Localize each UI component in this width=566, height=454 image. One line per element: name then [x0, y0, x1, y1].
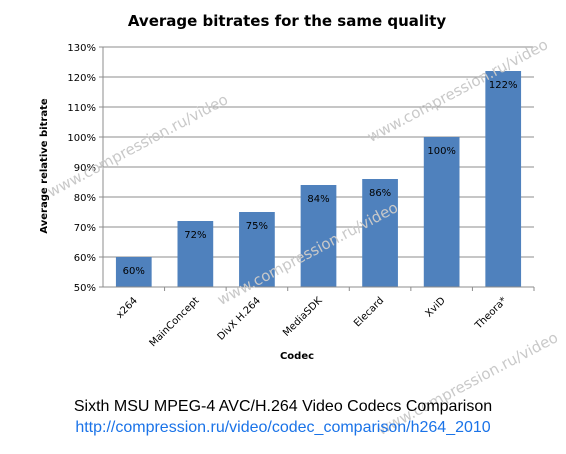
y-tick-label: 50%	[74, 283, 96, 294]
bar-xvid	[423, 137, 460, 287]
data-labels: 60% 72% 75% 84% 86% 100% 122%	[123, 80, 518, 277]
y-tick-labels: 50% 60% 70% 80% 90% 100% 110% 120% 130%	[67, 43, 96, 294]
data-label: 86%	[369, 188, 391, 199]
x-tick-label: Theora*	[473, 295, 510, 332]
x-tick-label: MainConcept	[148, 295, 202, 349]
y-tick-label: 100%	[67, 133, 96, 144]
y-tick-label: 90%	[74, 163, 96, 174]
caption-link[interactable]: http://compression.ru/video/codec_compar…	[75, 419, 491, 436]
bars	[115, 71, 522, 287]
x-axis-title: Codec	[280, 351, 314, 362]
x-tick-label: XviD	[424, 295, 448, 319]
x-tick-label: Elecard	[352, 295, 386, 329]
bar-divx-h-264	[239, 212, 275, 287]
y-tick-label: 130%	[67, 43, 96, 54]
y-tick-label: 120%	[67, 73, 96, 84]
bar-mainconcept	[177, 221, 214, 287]
x-tick-label: MediaSDK	[281, 295, 325, 339]
bar-x264	[115, 257, 152, 287]
axes	[99, 46, 535, 291]
watermark: www.compression.ru/video	[364, 35, 551, 146]
y-axis-title: Average relative bitrate	[39, 98, 50, 233]
x-tick-label: x264	[114, 295, 139, 320]
data-label: 72%	[184, 230, 206, 241]
data-label: 122%	[489, 80, 518, 91]
data-label: 60%	[123, 266, 145, 277]
bar-elecard	[362, 179, 398, 287]
bar-mediasdk	[300, 185, 337, 287]
y-tick-label: 80%	[74, 193, 96, 204]
data-label: 75%	[246, 221, 268, 232]
data-label: 100%	[427, 146, 456, 157]
y-tick-label: 70%	[74, 223, 96, 234]
x-tick-labels: x264 MainConcept DivX H.264 MediaSDK Elecard…	[114, 295, 509, 349]
caption-title: Sixth MSU MPEG-4 AVC/H.264 Video Codecs …	[73, 398, 493, 415]
y-tick-label: 60%	[74, 253, 96, 264]
chart-title: Average bitrates for the same quality	[128, 12, 447, 30]
data-label: 84%	[307, 194, 329, 205]
y-tick-label: 110%	[67, 103, 96, 114]
bar-theora-	[485, 71, 522, 287]
